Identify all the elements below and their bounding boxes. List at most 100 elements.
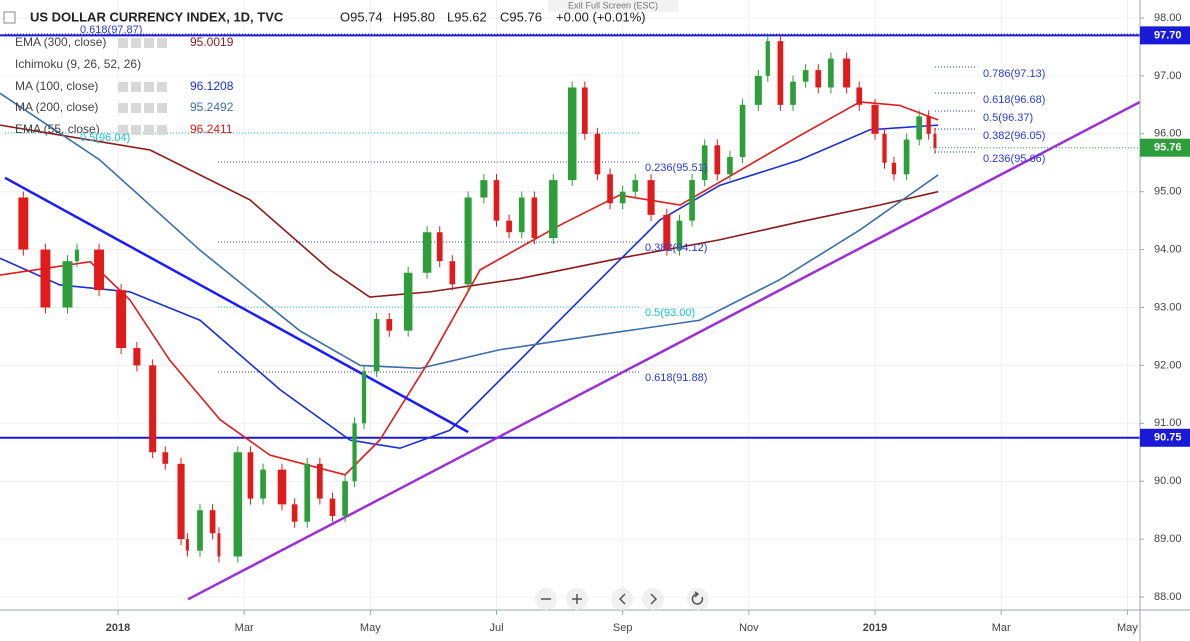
candle bbox=[422, 232, 432, 273]
legend-value: 96.1208 bbox=[190, 79, 234, 93]
y-tick-label: 93.00 bbox=[1154, 301, 1182, 313]
y-tick-label: 95.00 bbox=[1154, 186, 1182, 198]
candle bbox=[62, 261, 73, 308]
candle bbox=[209, 510, 216, 534]
exit-fullscreen[interactable]: Exit Full Screen (ESC) bbox=[568, 0, 658, 10]
candle bbox=[663, 214, 671, 250]
candle bbox=[373, 319, 380, 372]
y-tick-label: 91.00 bbox=[1154, 417, 1182, 429]
legend: EMA (300, close) 95.0019 MA (100, close) 96… bbox=[15, 35, 234, 136]
y-tick-label: 96.00 bbox=[1154, 128, 1182, 140]
reset[interactable] bbox=[687, 588, 709, 610]
legend-icon[interactable] bbox=[118, 82, 128, 92]
candle bbox=[739, 104, 746, 157]
candle bbox=[790, 81, 796, 105]
y-tick-label: 97.00 bbox=[1154, 70, 1182, 82]
candle bbox=[116, 290, 127, 349]
candle bbox=[871, 104, 879, 134]
y-tick-label: 90.00 bbox=[1154, 475, 1182, 487]
fib-label: 0.382(96.05) bbox=[983, 130, 1045, 142]
candle bbox=[260, 469, 266, 499]
ohlc-close: C95.76 bbox=[500, 9, 542, 24]
indicator-name: Ichimoku (9, 26, 52, 26) bbox=[15, 57, 141, 71]
legend-icon[interactable] bbox=[157, 38, 167, 48]
candle bbox=[162, 452, 169, 464]
candle bbox=[436, 232, 443, 262]
scroll-right-icon bbox=[650, 593, 658, 605]
candle bbox=[701, 145, 708, 181]
candle bbox=[40, 249, 51, 308]
y-tick-label: 92.00 bbox=[1154, 359, 1182, 371]
x-tick-label: May bbox=[1117, 622, 1138, 634]
candle bbox=[133, 348, 141, 366]
candle bbox=[291, 504, 298, 522]
candle bbox=[581, 87, 588, 134]
candle bbox=[247, 452, 254, 499]
candle bbox=[233, 452, 243, 557]
legend-icon[interactable] bbox=[157, 125, 167, 135]
candle bbox=[891, 162, 897, 175]
y-tick-label: 94.00 bbox=[1154, 244, 1182, 256]
legend-icon[interactable] bbox=[144, 103, 154, 113]
x-tick-label: Nov bbox=[739, 622, 759, 634]
candle bbox=[754, 75, 762, 105]
candle bbox=[361, 371, 367, 424]
candle bbox=[449, 261, 456, 285]
candle bbox=[882, 133, 887, 163]
candle bbox=[632, 180, 639, 192]
fib-label: 0.5(93.00) bbox=[645, 307, 695, 319]
x-tick-label: Mar bbox=[235, 622, 254, 634]
legend-icon[interactable] bbox=[118, 125, 128, 135]
candle bbox=[714, 145, 721, 175]
legend-value: 95.2492 bbox=[190, 100, 234, 114]
candle bbox=[480, 180, 488, 198]
exit-fullscreen-bg[interactable] bbox=[548, 0, 678, 12]
fib-label: 0.618(91.88) bbox=[645, 372, 707, 384]
candle bbox=[177, 463, 185, 540]
scroll-right[interactable] bbox=[642, 588, 664, 610]
legend-icon[interactable] bbox=[157, 82, 167, 92]
candle bbox=[94, 249, 105, 291]
legend-icon[interactable] bbox=[144, 82, 154, 92]
moving-average bbox=[0, 92, 939, 370]
candle bbox=[74, 249, 80, 262]
legend-icon[interactable] bbox=[131, 38, 141, 48]
legend-icon[interactable] bbox=[118, 38, 128, 48]
candle bbox=[386, 319, 393, 331]
legend-icon[interactable] bbox=[118, 103, 128, 113]
candle bbox=[506, 220, 512, 233]
collapse-icon[interactable] bbox=[3, 11, 16, 24]
legend-icon[interactable] bbox=[144, 125, 154, 135]
y-tick-label: 98.00 bbox=[1154, 12, 1182, 24]
x-tick-label: Jul bbox=[489, 622, 503, 634]
candle bbox=[18, 197, 29, 250]
legend-icon[interactable] bbox=[144, 38, 154, 48]
candle bbox=[765, 41, 770, 76]
price-level-tag bbox=[1140, 428, 1190, 447]
candle bbox=[607, 174, 613, 204]
price-level-tag bbox=[1140, 26, 1190, 45]
candle bbox=[352, 423, 357, 482]
legend-name: MA (200, close) bbox=[15, 100, 98, 114]
candle bbox=[531, 197, 538, 239]
last-price-tag bbox=[1140, 138, 1190, 157]
fib-label: 0.382(94.12) bbox=[645, 242, 707, 254]
moving-average bbox=[0, 101, 939, 476]
scroll-left[interactable] bbox=[611, 588, 633, 610]
legend-icon[interactable] bbox=[157, 103, 167, 113]
candle bbox=[197, 510, 203, 551]
candle bbox=[647, 180, 655, 215]
legend-name: EMA (300, close) bbox=[15, 35, 106, 49]
candle bbox=[933, 133, 937, 148]
legend-icon[interactable] bbox=[131, 82, 141, 92]
reset-icon bbox=[691, 591, 704, 605]
candle bbox=[903, 139, 910, 175]
legend-icon[interactable] bbox=[131, 125, 141, 135]
candle bbox=[567, 87, 577, 181]
x-tick-label: May bbox=[360, 622, 381, 634]
scroll-left-icon bbox=[618, 593, 626, 605]
fib-label: 0.236(95.66) bbox=[983, 153, 1045, 165]
legend-icon[interactable] bbox=[131, 103, 141, 113]
candle bbox=[329, 498, 336, 516]
